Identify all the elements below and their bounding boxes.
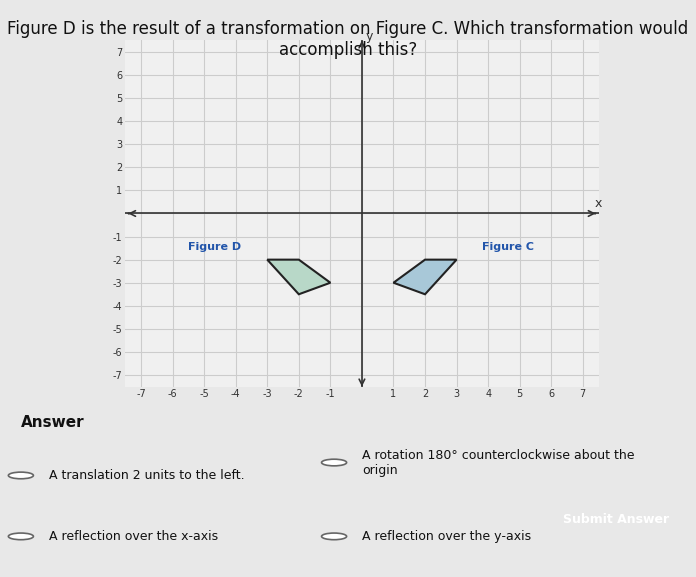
Polygon shape: [393, 260, 457, 294]
Text: A rotation 180° counterclockwise about the
origin: A rotation 180° counterclockwise about t…: [362, 448, 635, 477]
Circle shape: [322, 533, 347, 539]
Text: Submit Answer: Submit Answer: [563, 513, 669, 526]
Text: x: x: [595, 197, 602, 209]
Text: Figure D is the result of a transformation on Figure C. Which transformation wou: Figure D is the result of a transformati…: [8, 20, 688, 59]
Text: Answer: Answer: [21, 414, 84, 429]
Circle shape: [322, 459, 347, 466]
Polygon shape: [267, 260, 331, 294]
Circle shape: [8, 472, 33, 479]
Text: y: y: [366, 31, 374, 43]
Text: A reflection over the y‑axis: A reflection over the y‑axis: [362, 530, 531, 543]
Text: Figure D: Figure D: [189, 242, 242, 252]
Text: A reflection over the x‑axis: A reflection over the x‑axis: [49, 530, 218, 543]
Text: Figure C: Figure C: [482, 242, 534, 252]
Text: A translation 2 units to the left.: A translation 2 units to the left.: [49, 469, 244, 482]
Circle shape: [8, 533, 33, 539]
